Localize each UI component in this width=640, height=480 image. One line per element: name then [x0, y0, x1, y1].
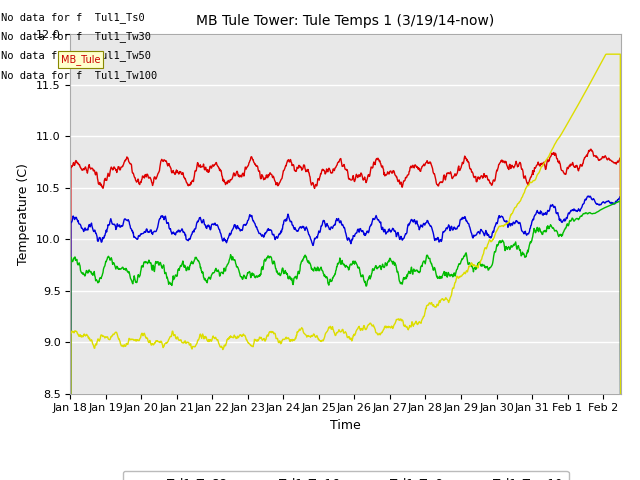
Y-axis label: Temperature (C): Temperature (C): [17, 163, 30, 264]
Text: MB_Tule: MB_Tule: [61, 54, 100, 65]
Title: MB Tule Tower: Tule Temps 1 (3/19/14-now): MB Tule Tower: Tule Temps 1 (3/19/14-now…: [196, 14, 495, 28]
X-axis label: Time: Time: [330, 419, 361, 432]
Legend: Tul1_Ts-32, Tul1_Ts-16, Tul1_Ts-8, Tul1_Tw+10: Tul1_Ts-32, Tul1_Ts-16, Tul1_Ts-8, Tul1_…: [122, 471, 569, 480]
Text: No data for f  Tul1_Tw100: No data for f Tul1_Tw100: [1, 70, 157, 81]
Text: No data for f  Tul1_Tw30: No data for f Tul1_Tw30: [1, 31, 151, 42]
Text: No data for f  Tul1_Ts0: No data for f Tul1_Ts0: [1, 12, 145, 23]
Text: No data for f  Tul1_Tw50: No data for f Tul1_Tw50: [1, 50, 151, 61]
